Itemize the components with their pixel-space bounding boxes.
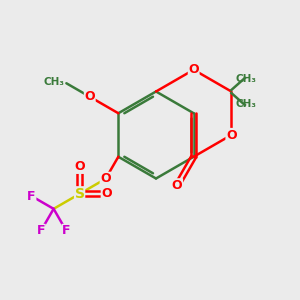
Text: F: F — [37, 224, 45, 237]
Text: CH₃: CH₃ — [236, 99, 257, 109]
Text: O: O — [188, 63, 199, 76]
Text: O: O — [226, 128, 237, 142]
Text: O: O — [84, 90, 95, 103]
Text: O: O — [74, 160, 85, 173]
Text: CH₃: CH₃ — [44, 77, 65, 87]
Text: CH₃: CH₃ — [236, 74, 257, 84]
Text: O: O — [100, 172, 111, 185]
Text: F: F — [62, 224, 70, 237]
Text: O: O — [172, 179, 182, 192]
Text: S: S — [75, 187, 85, 201]
Text: O: O — [101, 187, 112, 200]
Text: F: F — [27, 190, 36, 202]
